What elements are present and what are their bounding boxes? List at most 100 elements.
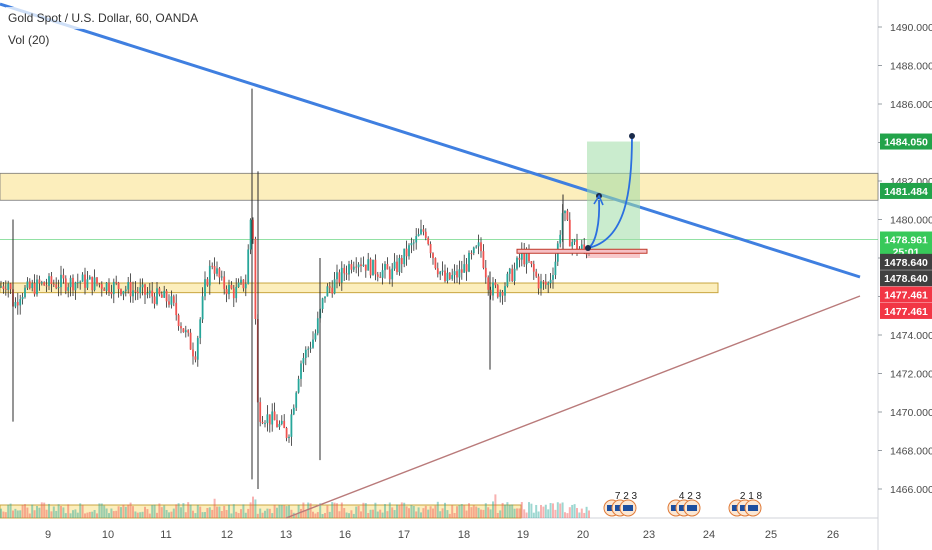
price-label-badge (880, 302, 932, 319)
candle-body (96, 277, 98, 284)
volume-bar (588, 510, 590, 518)
volume-bar (516, 508, 518, 518)
volume-bar (511, 504, 514, 518)
time-tick-label: 24 (703, 529, 715, 541)
candle-body (0, 286, 2, 288)
candle-body (276, 420, 278, 427)
volume-bar (576, 508, 578, 518)
candle-body (436, 268, 439, 275)
volume-bar (532, 512, 535, 518)
candle-body (384, 264, 386, 271)
volume-bar (460, 504, 463, 518)
candle-body (264, 423, 266, 425)
candle-body (117, 282, 120, 290)
volume-bar (100, 503, 103, 518)
candle-body (271, 411, 274, 425)
volume-bar (182, 503, 185, 518)
candle-body (36, 279, 38, 295)
candle-body (204, 279, 206, 297)
volume-bar (276, 507, 278, 518)
candle-body (456, 271, 458, 278)
time-tick-label: 10 (102, 529, 114, 541)
volume-bar (67, 504, 70, 518)
volume-bar (84, 513, 86, 518)
candle-body (540, 281, 542, 289)
volume-bar (307, 502, 310, 518)
candle-body (420, 229, 422, 235)
volume-bar (360, 511, 362, 518)
ascending-trendline (285, 295, 861, 519)
volume-bar (259, 508, 262, 518)
volume-bar (43, 502, 46, 518)
volume-bar (40, 502, 43, 518)
volume-bar (475, 506, 478, 518)
economic-event-count: 4 2 3 (679, 491, 702, 502)
volume-bar (525, 512, 528, 518)
candle-body (338, 272, 341, 283)
candle-body (69, 277, 72, 288)
candle-body (84, 274, 86, 288)
volume-bar (141, 511, 144, 518)
candle-body (487, 277, 490, 290)
candle-body (50, 276, 53, 284)
volume-bar (350, 510, 353, 518)
volume-bar (288, 505, 290, 518)
volume-bar (444, 502, 446, 518)
candle-body (156, 288, 158, 304)
candle-body (19, 299, 22, 306)
volume-bar (136, 512, 139, 518)
candle-body (554, 261, 557, 276)
volume-bar (124, 506, 127, 518)
chart-legend: Gold Spot / U.S. Dollar, 60, OANDA Vol (… (6, 7, 201, 51)
volume-bar (283, 505, 286, 518)
volume-bar (76, 512, 79, 518)
candle-body (312, 339, 314, 348)
candle-body (57, 287, 60, 289)
candle-body (444, 270, 446, 282)
candle-body (386, 264, 389, 270)
volume-bar (81, 505, 84, 518)
volume-bar (180, 507, 182, 518)
volume-bar (388, 502, 391, 518)
volume-bar (580, 508, 583, 518)
volume-bar (381, 512, 384, 518)
candle-body (528, 253, 530, 262)
volume-bar (489, 509, 492, 518)
candle-body (64, 278, 67, 291)
volume-bar (386, 511, 389, 518)
candle-body (381, 270, 384, 278)
volume-bar (112, 511, 115, 518)
candle-body (158, 288, 161, 295)
candle-body (453, 271, 456, 276)
candle-body (55, 284, 58, 288)
volume-bar (28, 513, 31, 518)
candle-body (247, 249, 250, 284)
volume-bar (194, 513, 197, 518)
volume-bar (108, 513, 110, 518)
volume-bar (496, 512, 499, 518)
candle-body (352, 266, 355, 270)
price-label-value: 1481.484 (884, 186, 928, 198)
volume-bar (482, 509, 485, 518)
volume-bar (336, 503, 338, 518)
volume-bar (280, 505, 283, 518)
candle-body (48, 276, 50, 286)
volume-bar (328, 511, 331, 518)
volume-bar (544, 504, 547, 518)
candle-body (316, 318, 319, 334)
candle-body (508, 268, 511, 274)
candle-body (160, 294, 163, 298)
volume-bar (571, 504, 574, 518)
candle-body (127, 282, 130, 290)
candle-body (482, 251, 485, 268)
volume-bar (295, 513, 298, 518)
time-tick-label: 26 (827, 529, 839, 541)
price-label-badge (880, 182, 932, 199)
price-tick-label: 1472.000 (890, 369, 932, 381)
resistance-zone (0, 172, 879, 201)
candle-body (24, 287, 26, 298)
candle-body (309, 347, 312, 349)
time-tick-label: 13 (280, 529, 292, 541)
